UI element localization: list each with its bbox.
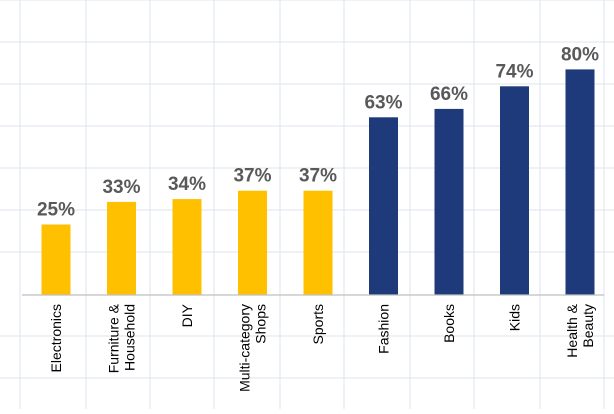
- data-label: 80%: [561, 44, 599, 65]
- bars: [41, 69, 595, 296]
- data-label: 74%: [495, 61, 533, 82]
- data-label: 34%: [168, 174, 206, 195]
- data-label: 63%: [364, 92, 402, 113]
- category-label-line: Sports: [310, 304, 326, 344]
- bar: [565, 69, 595, 296]
- category-label-line: DIY: [179, 303, 195, 327]
- category-label-line: Kids: [507, 304, 523, 331]
- category-label-line: Household: [122, 304, 138, 371]
- data-labels: 25% 33% 34% 37% 37% 63% 66% 74% 80%: [37, 44, 599, 220]
- category-label-line: Fashion: [376, 304, 392, 354]
- bar: [107, 201, 136, 295]
- bar: [238, 190, 267, 295]
- category-label-line: Shops: [253, 304, 269, 344]
- data-label: 37%: [233, 166, 271, 187]
- category-label: DIY: [179, 303, 195, 327]
- category-label: Furniture &Household: [106, 303, 138, 373]
- data-label: 37%: [299, 166, 337, 187]
- bar: [500, 86, 529, 295]
- data-label: 66%: [430, 84, 468, 105]
- category-label: Books: [441, 304, 457, 343]
- bar: [434, 108, 464, 296]
- bar: [303, 190, 333, 295]
- category-label-line: Books: [441, 304, 457, 343]
- category-labels: Electronics Furniture &Household DIY Multi-…: [48, 303, 596, 392]
- category-label: Sports: [310, 304, 326, 344]
- category-label: Fashion: [376, 304, 392, 354]
- category-label-line: Electronics: [48, 304, 64, 372]
- bar: [41, 224, 71, 295]
- data-label: 25%: [37, 200, 75, 221]
- category-label-line: Beauty: [580, 304, 596, 348]
- category-label: Electronics: [48, 304, 64, 372]
- category-label-line: Health &: [564, 303, 580, 357]
- data-label: 33%: [102, 177, 140, 198]
- category-label: Multi-categoryShops: [237, 304, 269, 392]
- bar: [172, 199, 202, 295]
- category-label: Health &Beauty: [564, 303, 596, 357]
- category-label: Kids: [507, 304, 523, 331]
- category-label-line: Furniture &: [106, 303, 122, 373]
- category-label-line: Multi-category: [237, 304, 253, 392]
- bar: [369, 117, 398, 295]
